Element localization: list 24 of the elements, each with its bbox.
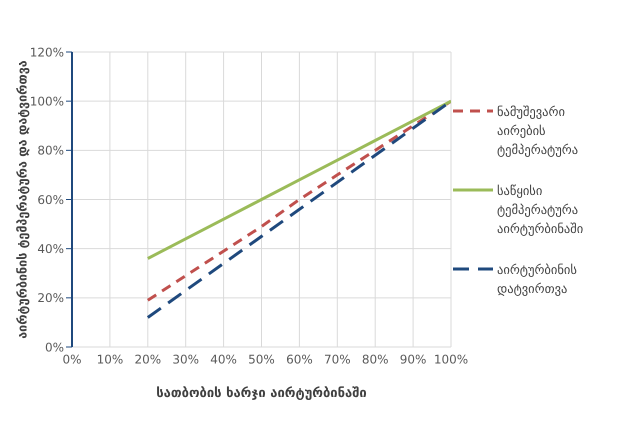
- x-tick-label: 70%: [324, 352, 351, 367]
- x-tick-label: 30%: [172, 352, 200, 367]
- x-axis-title: სათბობის ხარჯი აირტურბინაში: [156, 386, 367, 401]
- x-tick-label: 40%: [210, 352, 237, 367]
- y-tick-label: 80%: [37, 144, 64, 158]
- y-tick-label: 40%: [37, 242, 64, 256]
- legend-label: საწყისი ტემპერატურა აირტურბინაში: [497, 182, 584, 238]
- y-axis-title: აირტურბინის ტემპერატურა და დატვირთვა: [14, 60, 30, 339]
- line-series: [146, 100, 451, 260]
- x-tick-label: 10%: [96, 352, 124, 367]
- y-tick-label: 120%: [30, 45, 64, 60]
- x-tick-label: 90%: [400, 352, 426, 367]
- legend-label: ნამუშევარი აირების ტემპერატურა: [497, 102, 580, 158]
- legend-label: აირტურბინის დატვირთვა: [497, 260, 578, 298]
- x-tick-label: 20%: [134, 352, 162, 367]
- y-tick-label: 20%: [37, 291, 64, 306]
- y-tick-label: 0%: [44, 340, 64, 354]
- y-tick-label: 100%: [30, 94, 64, 108]
- x-tick-label: 60%: [286, 352, 313, 367]
- x-tick-label: 100%: [434, 352, 468, 367]
- x-tick-label: 80%: [362, 352, 389, 367]
- x-tick-label: 50%: [248, 352, 275, 367]
- x-tick-label: 0%: [62, 352, 82, 367]
- y-tick-label: 60%: [37, 192, 64, 207]
